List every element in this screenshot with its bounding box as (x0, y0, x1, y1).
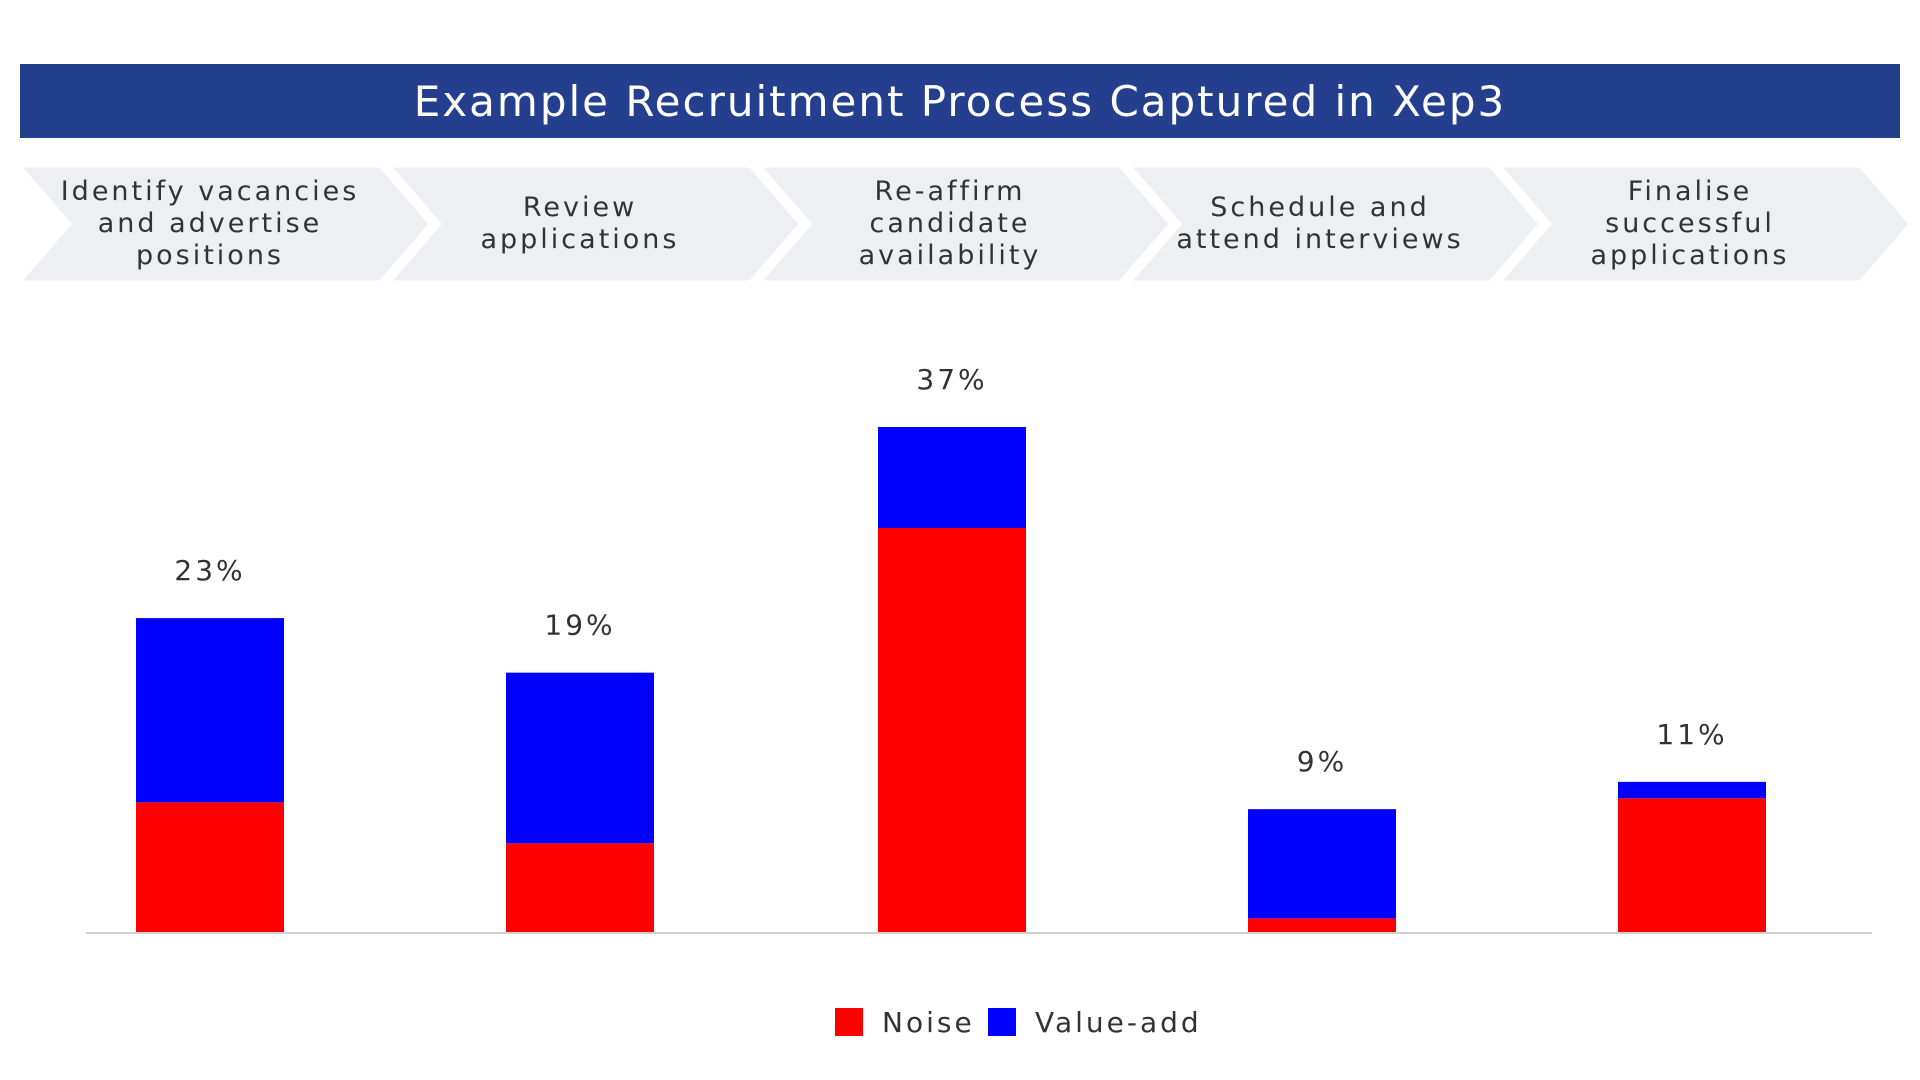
value-add-bar-segment (878, 427, 1026, 528)
stage-label-text: Identify vacancies and advertise positio… (60, 176, 360, 271)
title-banner: Example Recruitment Process Captured in … (20, 64, 1900, 138)
noise-bar-segment (506, 843, 654, 932)
legend-label-value-add: Value-add (1035, 1006, 1202, 1039)
value-add-bar-segment (1618, 781, 1766, 799)
bar-total-label: 11% (1656, 718, 1727, 751)
legend-label-noise: Noise (882, 1006, 975, 1039)
bar-total-label: 19% (544, 609, 615, 642)
bar-total-label: 23% (174, 554, 245, 587)
noise-bar-segment (136, 802, 284, 932)
stage-label: Schedule and attend interviews (1150, 166, 1490, 282)
bars-group (136, 427, 1766, 932)
value-add-bar-segment (1248, 809, 1396, 919)
value-add-bar-segment (506, 672, 654, 844)
bar-total-label: 37% (916, 363, 987, 396)
stage-label: Finalise successful applications (1520, 166, 1860, 282)
stage-label: Identify vacancies and advertise positio… (40, 166, 380, 282)
noise-bar-segment (1618, 798, 1766, 932)
stage-label-text: Re-affirm candidate availability (858, 176, 1042, 271)
legend: Noise Value-add (835, 1006, 1202, 1039)
value-add-bar-segment (136, 618, 284, 803)
stage-label-text: Schedule and attend interviews (1176, 192, 1464, 255)
stacked-bar-chart: 23% 19% 37% 9% 11% Noise Value-add (86, 363, 1872, 1039)
legend-swatch-value-add (988, 1008, 1016, 1036)
page-title: Example Recruitment Process Captured in … (413, 76, 1507, 126)
stage-label: Review applications (410, 166, 750, 282)
total-labels-group: 23% 19% 37% 9% 11% (174, 363, 1727, 778)
legend-swatch-noise (835, 1008, 863, 1036)
stage-label-text: Finalise successful applications (1590, 176, 1790, 271)
stage-label-text: Review applications (480, 192, 680, 255)
bar-total-label: 9% (1297, 745, 1347, 778)
noise-bar-segment (1248, 918, 1396, 932)
noise-bar-segment (878, 528, 1026, 932)
stage-label: Re-affirm candidate availability (780, 166, 1120, 282)
